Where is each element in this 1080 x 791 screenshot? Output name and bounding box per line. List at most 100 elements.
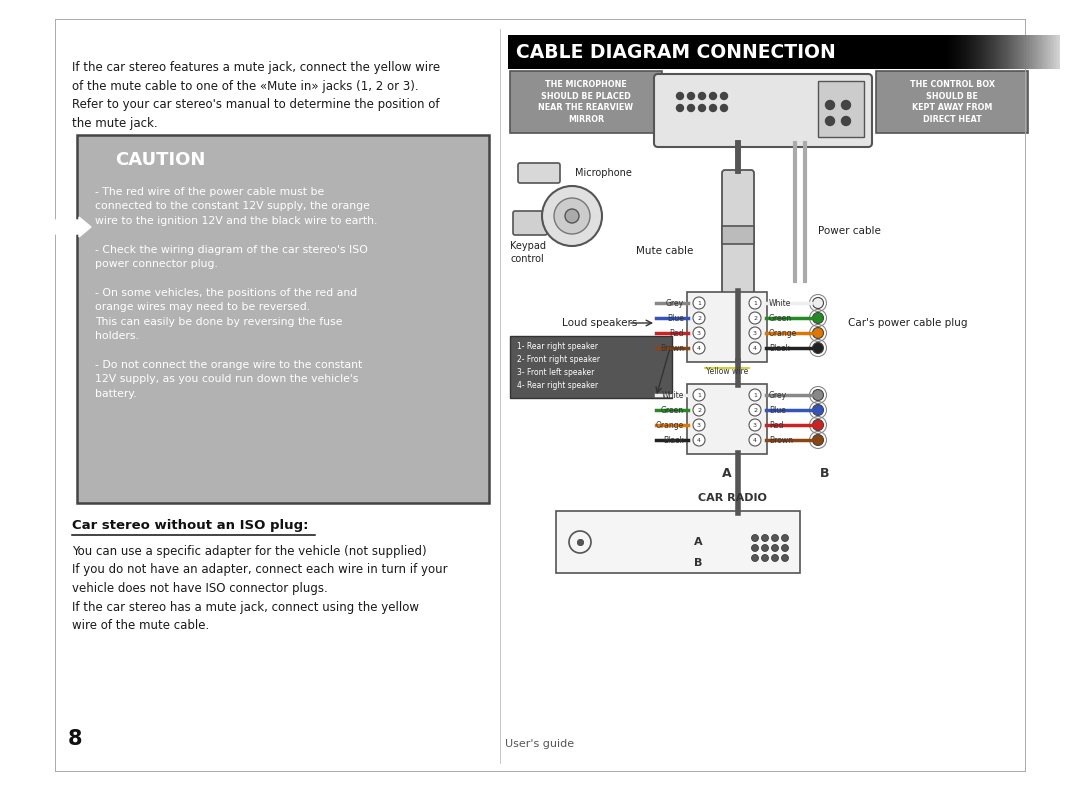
Text: 2: 2 (697, 316, 701, 320)
FancyBboxPatch shape (981, 35, 982, 69)
Text: 1: 1 (697, 392, 701, 398)
FancyBboxPatch shape (1026, 35, 1027, 69)
Circle shape (761, 554, 769, 562)
Text: Yellow wire: Yellow wire (706, 367, 748, 376)
Text: If the car stereo features a mute jack, connect the yellow wire
of the mute cabl: If the car stereo features a mute jack, … (72, 61, 441, 130)
Circle shape (782, 535, 788, 542)
FancyBboxPatch shape (1051, 35, 1053, 69)
FancyBboxPatch shape (978, 35, 981, 69)
FancyBboxPatch shape (77, 135, 489, 503)
FancyBboxPatch shape (1035, 35, 1036, 69)
FancyBboxPatch shape (1023, 35, 1024, 69)
Text: Green: Green (661, 406, 684, 414)
FancyBboxPatch shape (994, 35, 996, 69)
Text: CAUTION: CAUTION (114, 151, 205, 169)
FancyBboxPatch shape (982, 35, 984, 69)
Circle shape (720, 93, 728, 100)
Circle shape (750, 419, 761, 431)
FancyBboxPatch shape (1040, 35, 1042, 69)
Text: White: White (769, 298, 792, 308)
FancyBboxPatch shape (1039, 35, 1040, 69)
Circle shape (750, 434, 761, 446)
FancyBboxPatch shape (966, 35, 967, 69)
Text: A: A (693, 537, 702, 547)
Circle shape (750, 297, 761, 309)
Circle shape (688, 93, 694, 100)
FancyBboxPatch shape (1008, 35, 1009, 69)
FancyBboxPatch shape (964, 35, 966, 69)
FancyBboxPatch shape (989, 35, 991, 69)
Circle shape (710, 104, 716, 112)
Text: THE MICROPHONE
SHOULD BE PLACED
NEAR THE REARVIEW
MIRROR: THE MICROPHONE SHOULD BE PLACED NEAR THE… (539, 80, 634, 124)
FancyBboxPatch shape (1043, 35, 1045, 69)
Circle shape (693, 434, 705, 446)
FancyBboxPatch shape (876, 71, 1028, 133)
FancyBboxPatch shape (508, 35, 1059, 69)
Text: 1: 1 (697, 301, 701, 305)
FancyBboxPatch shape (1004, 35, 1005, 69)
Circle shape (812, 419, 824, 430)
Circle shape (771, 554, 779, 562)
Text: 8: 8 (68, 729, 82, 749)
Circle shape (841, 116, 851, 126)
Text: 1: 1 (753, 392, 757, 398)
Text: Loud speakers: Loud speakers (563, 318, 637, 328)
Text: 4: 4 (697, 346, 701, 350)
Circle shape (693, 342, 705, 354)
Circle shape (812, 404, 824, 415)
FancyBboxPatch shape (1042, 35, 1043, 69)
Text: User's guide: User's guide (505, 739, 575, 749)
FancyBboxPatch shape (1015, 35, 1016, 69)
FancyBboxPatch shape (723, 226, 754, 244)
Circle shape (693, 419, 705, 431)
Circle shape (688, 104, 694, 112)
Text: B: B (820, 467, 829, 480)
FancyBboxPatch shape (961, 35, 962, 69)
FancyBboxPatch shape (1057, 35, 1058, 69)
Text: Power cable: Power cable (818, 226, 881, 236)
Circle shape (771, 535, 779, 542)
Text: 1- Rear right speaker
2- Front right speaker
3- Front left speaker
4- Rear right: 1- Rear right speaker 2- Front right spe… (517, 342, 600, 389)
FancyBboxPatch shape (988, 35, 989, 69)
FancyBboxPatch shape (991, 35, 993, 69)
Text: White: White (662, 391, 684, 399)
FancyBboxPatch shape (1012, 35, 1013, 69)
Circle shape (676, 93, 684, 100)
Text: Orange: Orange (656, 421, 684, 430)
FancyBboxPatch shape (1055, 35, 1057, 69)
Text: 2: 2 (753, 316, 757, 320)
Circle shape (771, 544, 779, 551)
Circle shape (710, 93, 716, 100)
FancyBboxPatch shape (967, 35, 969, 69)
Circle shape (542, 186, 602, 246)
Text: B: B (693, 558, 702, 568)
Text: THE CONTROL BOX
SHOULD BE
KEPT AWAY FROM
DIRECT HEAT: THE CONTROL BOX SHOULD BE KEPT AWAY FROM… (909, 80, 995, 124)
Text: 3: 3 (697, 422, 701, 427)
FancyBboxPatch shape (985, 35, 986, 69)
FancyBboxPatch shape (687, 384, 767, 454)
Text: 2: 2 (753, 407, 757, 412)
FancyBboxPatch shape (556, 511, 800, 573)
FancyBboxPatch shape (984, 35, 985, 69)
Text: Blue: Blue (769, 406, 786, 414)
FancyArrow shape (55, 217, 91, 237)
Circle shape (699, 104, 705, 112)
Circle shape (693, 404, 705, 416)
FancyBboxPatch shape (976, 35, 977, 69)
FancyBboxPatch shape (974, 35, 976, 69)
Text: A: A (723, 467, 732, 480)
Text: 3: 3 (697, 331, 701, 335)
FancyBboxPatch shape (1028, 35, 1030, 69)
Circle shape (693, 312, 705, 324)
Circle shape (752, 554, 758, 562)
FancyBboxPatch shape (972, 35, 973, 69)
FancyBboxPatch shape (977, 35, 978, 69)
Circle shape (761, 544, 769, 551)
FancyBboxPatch shape (687, 292, 767, 362)
FancyBboxPatch shape (1030, 35, 1031, 69)
FancyBboxPatch shape (818, 81, 864, 137)
FancyBboxPatch shape (970, 35, 972, 69)
FancyBboxPatch shape (510, 71, 662, 133)
Circle shape (752, 544, 758, 551)
Text: 4: 4 (697, 437, 701, 442)
